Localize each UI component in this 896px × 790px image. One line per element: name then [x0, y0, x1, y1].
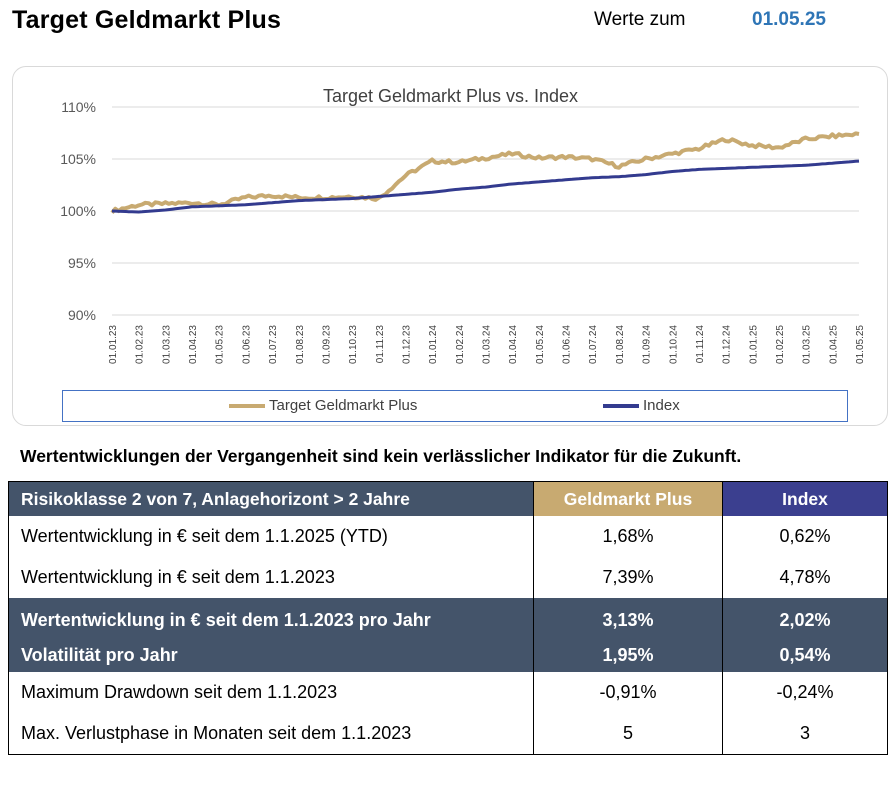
row-fund-value: 1,68% — [533, 516, 723, 557]
x-tick-label: 01.02.24 — [455, 325, 466, 364]
row-index-value: 2,02% — [722, 598, 888, 638]
table-header-index: Index — [722, 481, 888, 516]
x-tick-label: 01.06.24 — [562, 325, 573, 364]
x-tick-label: 01.03.23 — [161, 325, 172, 364]
y-tick-label: 110% — [61, 99, 96, 115]
row-fund-value: 7,39% — [533, 557, 723, 598]
chart-legend: Target Geldmarkt Plus Index — [62, 390, 848, 422]
x-tick-label: 01.03.24 — [482, 325, 493, 364]
row-fund-value: 1,95% — [533, 638, 723, 672]
table-header-row: Risikoklasse 2 von 7, Anlagehorizont > 2… — [8, 481, 888, 516]
page-title: Target Geldmarkt Plus — [12, 6, 282, 34]
table-row: Wertentwicklung in € seit dem 1.1.2025 (… — [9, 516, 888, 557]
table-row: Volatilität pro Jahr 1,95% 0,54% — [8, 638, 888, 672]
chart-frame: Target Geldmarkt Plus vs. Index 90% 95% 100… — [12, 66, 888, 426]
x-tick-label: 01.07.23 — [268, 325, 279, 364]
x-tick-label: 01.07.24 — [588, 325, 599, 364]
x-tick-label: 01.10.23 — [348, 325, 359, 364]
performance-table: Risikoklasse 2 von 7, Anlagehorizont > 2… — [8, 481, 888, 755]
x-tick-label: 01.12.24 — [722, 325, 733, 364]
date-label: Werte zum — [594, 9, 686, 30]
row-label: Maximum Drawdown seit dem 1.1.2023 — [21, 682, 338, 702]
row-label: Wertentwicklung in € seit dem 1.1.2025 (… — [21, 526, 388, 546]
x-tick-label: 01.06.23 — [241, 325, 252, 364]
table-row: Maximum Drawdown seit dem 1.1.2023 -0,91… — [9, 672, 888, 713]
x-tick-label: 01.01.24 — [428, 325, 439, 364]
x-tick-label: 01.03.25 — [802, 325, 813, 364]
x-tick-label: 01.05.23 — [215, 325, 226, 364]
x-tick-label: 01.05.25 — [855, 325, 866, 364]
table-row: Wertentwicklung in € seit dem 1.1.2023 7… — [9, 557, 888, 598]
y-tick-label: 95% — [68, 255, 96, 271]
legend-label-fund: Target Geldmarkt Plus — [269, 397, 418, 414]
series-line-fund — [110, 131, 860, 215]
series-line-index — [111, 159, 860, 214]
row-fund-value: -0,91% — [533, 672, 723, 713]
row-index-value: -0,24% — [722, 672, 888, 713]
x-tick-label: 01.08.23 — [295, 325, 306, 364]
x-tick-label: 01.01.25 — [748, 325, 759, 364]
row-index-value: 0,54% — [722, 638, 888, 672]
row-fund-value: 5 — [533, 713, 723, 755]
x-tick-label: 01.04.23 — [188, 325, 199, 364]
x-tick-label: 01.09.24 — [642, 325, 653, 364]
row-label: Volatilität pro Jahr — [8, 638, 534, 672]
date-value: 01.05.25 — [752, 9, 826, 30]
row-label: Wertentwicklung in € seit dem 1.1.2023 — [21, 567, 335, 587]
legend-swatch-index — [603, 403, 639, 408]
row-index-value: 0,62% — [722, 516, 888, 557]
x-tick-label: 01.04.24 — [508, 325, 519, 364]
table-row: Wertentwicklung in € seit dem 1.1.2023 p… — [8, 598, 888, 638]
row-label: Max. Verlustphase in Monaten seit dem 1.… — [21, 723, 412, 743]
chart-title: Target Geldmarkt Plus vs. Index — [323, 86, 578, 106]
table-header-label: Risikoklasse 2 von 7, Anlagehorizont > 2… — [8, 481, 534, 516]
disclaimer: Wertentwicklungen der Vergangenheit sind… — [20, 446, 742, 466]
x-tick-label: 01.04.25 — [828, 325, 839, 364]
legend-label-index: Index — [643, 397, 680, 414]
x-tick-label: 01.09.23 — [321, 325, 332, 364]
y-tick-label: 100% — [60, 203, 96, 219]
row-label: Wertentwicklung in € seit dem 1.1.2023 p… — [8, 598, 534, 638]
x-tick-label: 01.02.25 — [775, 325, 786, 364]
x-tick-label: 01.08.24 — [615, 325, 626, 364]
x-tick-label: 01.11.23 — [375, 325, 386, 364]
x-tick-label: 01.12.23 — [401, 325, 412, 364]
x-tick-label: 01.11.24 — [695, 325, 706, 364]
row-fund-value: 3,13% — [533, 598, 723, 638]
table-header-fund: Geldmarkt Plus — [533, 481, 723, 516]
line-chart: Target Geldmarkt Plus vs. Index 90% 95% 100… — [60, 86, 866, 364]
row-index-value: 4,78% — [722, 557, 888, 598]
legend-swatch-fund — [229, 403, 265, 408]
x-tick-label: 01.05.24 — [535, 325, 546, 364]
legend-item-fund: Target Geldmarkt Plus — [229, 397, 417, 414]
y-tick-label: 90% — [68, 307, 96, 323]
x-tick-label: 01.02.23 — [135, 325, 146, 364]
x-tick-label: 01.01.23 — [108, 325, 119, 364]
x-tick-label: 01.10.24 — [668, 325, 679, 364]
table-row: Max. Verlustphase in Monaten seit dem 1.… — [9, 713, 888, 755]
y-tick-label: 105% — [60, 151, 96, 167]
legend-item-index: Index — [603, 397, 680, 414]
row-index-value: 3 — [722, 713, 888, 755]
